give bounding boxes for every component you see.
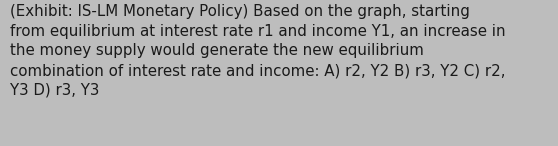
- Text: (Exhibit: IS-LM Monetary Policy) Based on the graph, starting
from equilibrium a: (Exhibit: IS-LM Monetary Policy) Based o…: [10, 4, 506, 98]
